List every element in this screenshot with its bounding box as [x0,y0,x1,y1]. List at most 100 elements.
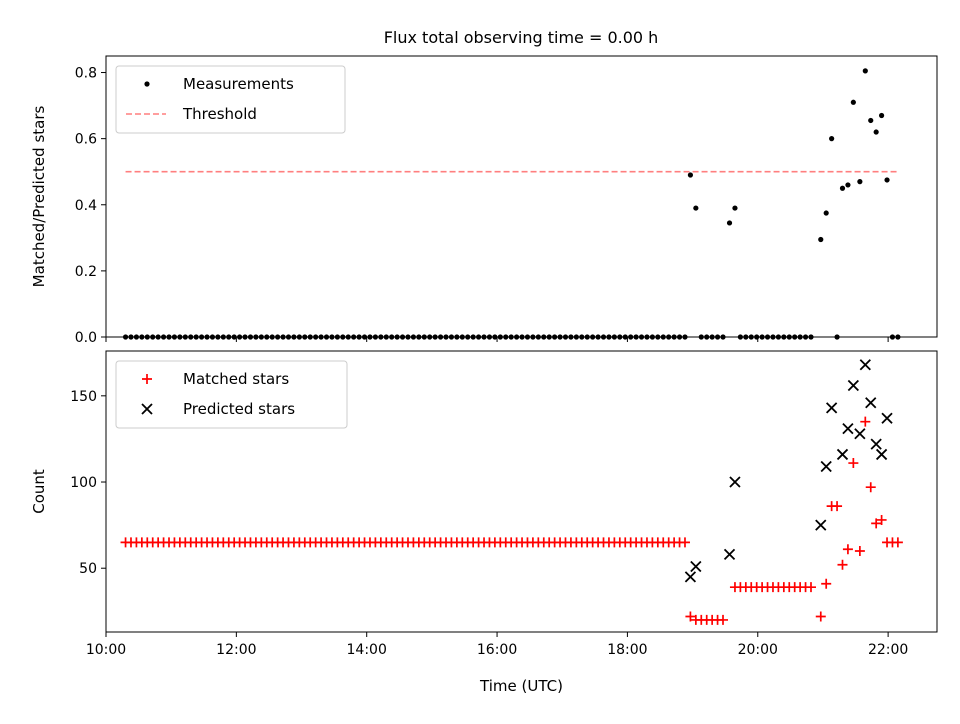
data-point [889,334,896,340]
legend-label: Measurements [183,75,294,93]
data-point [808,334,814,340]
data-point [253,334,259,340]
data-point [821,578,832,589]
legend-box [115,360,348,429]
data-point [416,334,422,340]
x-tick-label: 16:00 [477,642,517,658]
data-point [854,545,865,556]
data-point [367,334,373,340]
y-axis-label: Count [30,469,48,514]
data-point [198,334,205,340]
data-point [633,334,639,340]
data-point [459,334,465,340]
y-tick-label: 0.4 [75,198,97,214]
data-point [334,334,340,340]
data-point [552,334,558,340]
data-point [850,99,856,105]
data-point [836,448,849,461]
legend-label: Predicted stars [183,400,295,418]
data-point [356,334,362,340]
data-point [892,537,903,548]
data-point [845,182,851,188]
data-point [345,334,351,340]
data-point [421,334,427,340]
data-point [818,236,824,243]
data-point [296,334,302,340]
data-point [815,519,827,531]
data-point [709,334,715,340]
data-point [884,177,890,183]
data-point [535,334,541,340]
legend-label: Matched stars [183,370,289,388]
data-point [595,334,601,340]
data-point [177,334,183,340]
data-point [209,334,216,340]
data-point [875,448,888,461]
data-point [617,334,623,340]
data-point [128,334,134,340]
data-point [508,334,514,340]
y-tick-label: 0.8 [75,66,97,82]
data-point [720,334,726,340]
data-point [378,334,384,340]
data-point [873,129,879,135]
data-point [842,422,854,435]
data-point [743,334,749,340]
data-point [842,544,853,555]
data-point [329,334,335,340]
data-point [313,334,319,340]
data-point [155,334,161,340]
data-point [448,334,455,340]
bottom-chart: 10:00 12:00 14:00 16:00 18:00 20:00 22:00 50 100… [30,350,938,695]
data-point [584,334,590,340]
data-point [280,334,286,340]
data-point [307,334,313,340]
data-point [775,334,782,340]
plot-frame [105,350,938,633]
data-point [854,428,866,440]
data-point [606,334,612,340]
data-point [486,334,493,340]
data-point [823,210,829,216]
data-point [568,334,574,340]
data-point [590,334,596,340]
y-tick-label: 150 [70,389,97,405]
data-point [848,458,859,469]
data-point [399,334,406,340]
chart-title: Flux total observing time = 0.00 h [384,28,659,47]
data-point [530,334,536,340]
data-point [492,334,498,340]
data-point [737,334,743,340]
data-point [340,334,346,340]
data-point [220,334,226,340]
data-point [122,334,129,340]
data-point [465,334,471,340]
data-point [258,334,264,340]
y-axis-label: Matched/Predicted stars [30,106,48,288]
data-point [770,334,776,340]
data-point [628,334,634,340]
data-point [247,334,254,340]
data-point [764,334,771,340]
data-point [242,334,248,340]
data-point [759,334,765,340]
data-point [579,334,585,340]
data-point [718,614,729,625]
data-point [144,334,150,340]
data-point [698,334,704,340]
data-point [868,117,874,124]
data-point [690,560,702,573]
y-tick-label: 0.6 [75,132,97,148]
data-point [860,416,871,427]
data-point [139,334,145,340]
x-tick-label: 10:00 [86,642,126,658]
data-point [714,334,721,340]
data-point [704,334,710,340]
data-point [682,334,688,340]
data-point [383,334,389,340]
data-point [666,334,672,340]
data-point [754,334,760,340]
data-point [693,205,699,211]
y-tick-label: 50 [79,561,97,577]
top-chart: 0.0 0.2 0.4 0.6 0.8 Matched/Predicted stars Me… [30,55,938,346]
